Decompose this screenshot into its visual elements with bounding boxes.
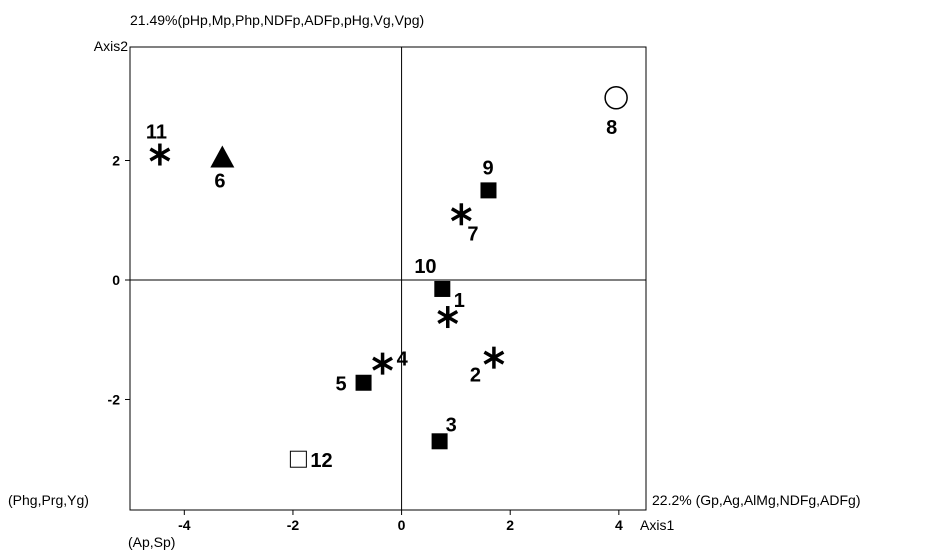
square-marker <box>431 433 448 450</box>
y-tick-label: 2 <box>112 153 120 169</box>
square-marker <box>434 280 451 297</box>
x-tick-label: 4 <box>615 517 623 533</box>
data-point: 9 <box>480 157 497 199</box>
x-tick-label: 0 <box>398 517 406 533</box>
data-point: 6 <box>210 145 235 193</box>
point-label: 4 <box>397 349 409 371</box>
point-label: 2 <box>470 365 481 387</box>
asterisk-marker-stroke <box>483 350 505 365</box>
point-label: 10 <box>414 256 436 278</box>
y-axis-note-top: 21.49%(pHp,Mp,Php,NDFp,ADFp,pHg,Vg,Vpg) <box>130 12 424 28</box>
asterisk-marker-stroke <box>149 147 171 162</box>
y-tick-label: -2 <box>108 391 121 407</box>
plot-frame <box>129 46 647 511</box>
data-point: 7 <box>450 203 478 245</box>
tick-labels: -4 -2 0 2 4 2 0 -2 <box>108 153 623 533</box>
point-label: 3 <box>446 414 457 436</box>
square-marker <box>355 374 372 391</box>
triangle-marker <box>210 145 235 168</box>
data-point: 8 <box>604 86 628 139</box>
x-axis-note-left: (Phg,Prg,Yg) <box>8 492 89 508</box>
square-marker <box>480 182 497 199</box>
point-label: 6 <box>214 171 225 193</box>
point-label: 11 <box>146 122 167 144</box>
zero-lines <box>130 47 646 510</box>
y-axis-note-bottom: (Ap,Sp) <box>128 534 175 550</box>
data-point: 1 <box>437 290 465 329</box>
y-axis-label: Axis2 <box>94 38 128 54</box>
asterisk-marker-stroke <box>450 207 472 222</box>
x-axis-label: Axis1 <box>640 517 674 533</box>
axis-ticks <box>125 160 620 515</box>
asterisk-marker-stroke <box>437 310 459 325</box>
data-point: 5 <box>336 374 372 396</box>
data-point: 12 <box>289 450 333 472</box>
data-point: 10 <box>414 256 451 297</box>
data-point: 4 <box>372 349 409 375</box>
circle-marker <box>604 86 628 110</box>
x-tick-label: -2 <box>287 517 300 533</box>
point-label: 9 <box>482 157 493 179</box>
x-tick-label: 2 <box>506 517 514 533</box>
x-tick-label: -4 <box>178 517 191 533</box>
x-axis-note-right: 22.2% (Gp,Ag,AlMg,NDFg,ADFg) <box>652 492 861 508</box>
data-point: 2 <box>470 346 505 387</box>
point-label: 7 <box>467 223 478 245</box>
point-label: 12 <box>310 450 332 472</box>
asterisk-marker-stroke <box>372 356 393 371</box>
y-tick-label: 0 <box>112 272 120 288</box>
open-square-marker <box>289 450 307 468</box>
point-label: 8 <box>606 117 617 139</box>
data-point: 3 <box>431 414 457 450</box>
point-label: 5 <box>336 374 347 396</box>
point-label: 1 <box>454 290 465 312</box>
data-point: 11 <box>146 122 171 166</box>
